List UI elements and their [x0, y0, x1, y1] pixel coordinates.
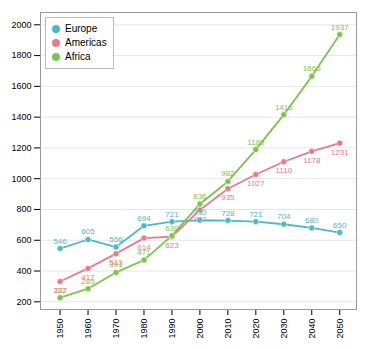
svg-text:650: 650 — [333, 221, 347, 230]
svg-text:721: 721 — [165, 210, 179, 219]
html-text:Americas: Americas — [65, 37, 107, 48]
svg-text:1937: 1937 — [331, 23, 349, 32]
svg-text:1665: 1665 — [303, 64, 321, 73]
svg-text:471: 471 — [137, 248, 151, 258]
svg-text:1189: 1189 — [247, 138, 265, 147]
svg-text:227: 227 — [53, 286, 67, 295]
svg-text:623: 623 — [165, 241, 179, 250]
svg-text:721: 721 — [249, 210, 263, 219]
svg-text:2000: 2000 — [195, 319, 205, 339]
svg-text:730: 730 — [193, 208, 207, 218]
svg-text:2010: 2010 — [223, 319, 233, 339]
svg-text:1990: 1990 — [167, 319, 177, 339]
svg-text:513: 513 — [109, 258, 123, 267]
svg-text:1231: 1231 — [331, 148, 349, 157]
svg-text:694: 694 — [137, 214, 151, 223]
svg-text:614: 614 — [137, 243, 151, 252]
svg-text:630: 630 — [165, 224, 179, 233]
html-text:Africa: Africa — [65, 51, 91, 62]
svg-text:600: 600 — [16, 235, 31, 245]
svg-text:546: 546 — [53, 237, 67, 246]
svg-text:836: 836 — [193, 192, 207, 201]
svg-text:1416: 1416 — [275, 103, 293, 112]
svg-text:1400: 1400 — [11, 112, 31, 122]
svg-text:680: 680 — [305, 216, 319, 225]
svg-text:1970: 1970 — [111, 319, 121, 339]
svg-text:2040: 2040 — [307, 319, 317, 339]
svg-text:1200: 1200 — [11, 143, 31, 153]
svg-text:2050: 2050 — [335, 319, 345, 339]
svg-text:2020: 2020 — [251, 319, 261, 339]
svg-text:200: 200 — [16, 297, 31, 307]
svg-text:728: 728 — [221, 209, 235, 218]
svg-text:400: 400 — [16, 266, 31, 276]
svg-text:1800: 1800 — [11, 50, 31, 60]
svg-text:935: 935 — [221, 193, 235, 202]
svg-text:1950: 1950 — [55, 319, 65, 339]
svg-text:982: 982 — [221, 169, 235, 178]
svg-text:332: 332 — [53, 286, 67, 295]
svg-text:417: 417 — [81, 273, 95, 282]
svg-text:1600: 1600 — [11, 81, 31, 91]
svg-text:1960: 1960 — [83, 319, 93, 339]
svg-text:1178: 1178 — [303, 156, 321, 165]
svg-text:1000: 1000 — [11, 174, 31, 184]
svg-text:556: 556 — [109, 235, 123, 244]
svg-text:2000: 2000 — [11, 20, 31, 30]
svg-text:704: 704 — [277, 212, 291, 221]
svg-text:2030: 2030 — [279, 319, 289, 339]
svg-text:1027: 1027 — [247, 179, 265, 188]
svg-text:605: 605 — [81, 227, 95, 236]
svg-text:1110: 1110 — [275, 166, 292, 175]
svg-text:797: 797 — [193, 215, 207, 224]
svg-text:1980: 1980 — [139, 319, 149, 339]
svg-text:800: 800 — [16, 204, 31, 214]
html-text:Europe: Europe — [65, 23, 98, 34]
